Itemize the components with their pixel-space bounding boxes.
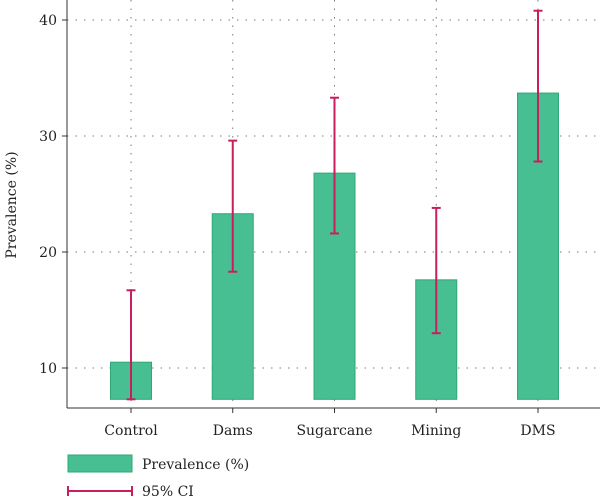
y-axis-label: Prevalence (%): [4, 151, 20, 258]
error-bar-dams: [228, 139, 238, 273]
legend-ci-icon: [67, 486, 133, 496]
error-bar-control: [126, 289, 136, 401]
error-bar-series: [126, 9, 543, 401]
x-tick-label-dms: DMS: [520, 423, 555, 439]
y-tick-label-20: 20: [39, 245, 57, 261]
axes: [62, 0, 600, 413]
x-tick-label-sugarcane: Sugarcane: [296, 423, 372, 439]
legend-label-ci: 95% CI: [142, 484, 194, 500]
x-tick-label-mining: Mining: [411, 423, 461, 439]
legend: Prevalence (%) 95% CI: [67, 454, 249, 500]
y-tick-label-40: 40: [39, 13, 57, 29]
x-tick-label-control: Control: [104, 423, 158, 439]
y-tick-label-30: 30: [39, 129, 57, 145]
legend-label-prevalence: Prevalence (%): [142, 457, 249, 473]
bar-dams: [211, 213, 254, 400]
x-tick-label-dams: Dams: [213, 423, 253, 439]
y-tick-label-10: 10: [39, 361, 57, 377]
bar-series: [110, 92, 559, 400]
error-bar-mining: [431, 206, 441, 335]
legend-swatch-prevalence: [67, 454, 133, 473]
error-bar-sugarcane: [330, 96, 339, 235]
error-bar-dms: [533, 9, 543, 163]
tick-labels: 10 20 30 40 Control Dams Sugarcane Mining DMS: [39, 13, 555, 439]
